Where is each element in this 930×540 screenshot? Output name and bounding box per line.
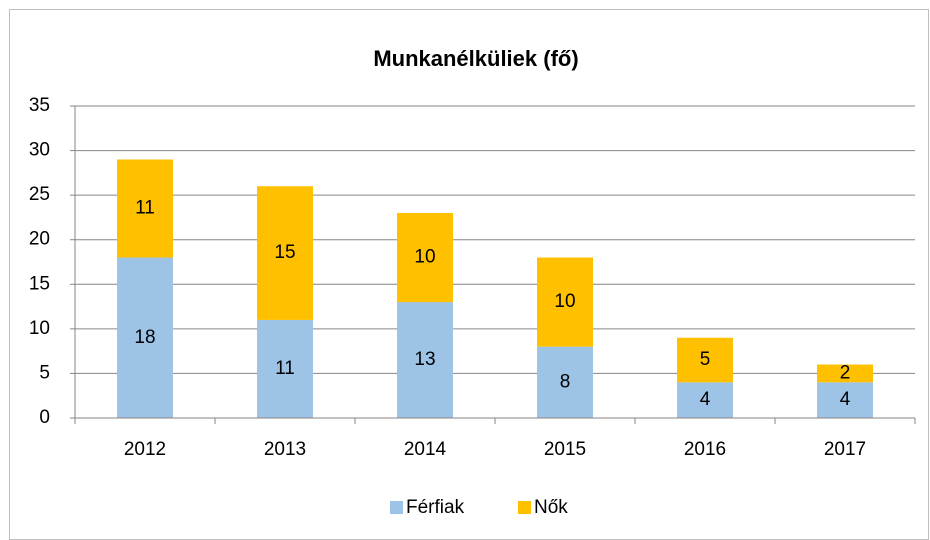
legend-swatch bbox=[390, 501, 403, 514]
y-tick-label: 15 bbox=[29, 273, 50, 294]
data-label: 11 bbox=[275, 358, 295, 379]
x-tick-label: 2015 bbox=[544, 439, 586, 460]
y-tick-label: 35 bbox=[29, 95, 50, 116]
legend-swatch bbox=[518, 501, 531, 514]
data-label: 13 bbox=[414, 349, 435, 370]
x-tick-label: 2014 bbox=[404, 439, 447, 460]
bar-segment bbox=[537, 346, 593, 418]
data-label: 10 bbox=[554, 291, 575, 312]
bar-segment bbox=[817, 382, 873, 418]
data-label: 11 bbox=[135, 198, 155, 219]
data-label: 4 bbox=[840, 389, 851, 410]
data-label: 5 bbox=[700, 349, 711, 370]
bar-segment bbox=[117, 159, 173, 258]
bar-segment bbox=[397, 302, 453, 418]
data-label: 15 bbox=[274, 242, 295, 263]
y-tick-label: 5 bbox=[39, 362, 50, 383]
x-tick-label: 2016 bbox=[684, 439, 726, 460]
data-label: 2 bbox=[840, 362, 851, 383]
data-label: 18 bbox=[134, 327, 155, 348]
bar-segment bbox=[817, 364, 873, 383]
y-tick-label: 30 bbox=[29, 140, 50, 161]
bar-segment bbox=[677, 382, 733, 418]
x-tick-label: 2012 bbox=[124, 439, 166, 460]
y-tick-label: 0 bbox=[39, 407, 50, 428]
legend-label: Nők bbox=[534, 497, 568, 518]
data-label: 4 bbox=[700, 389, 711, 410]
y-tick-label: 20 bbox=[29, 229, 50, 250]
data-label: 8 bbox=[560, 371, 571, 392]
x-tick-label: 2017 bbox=[824, 439, 866, 460]
x-tick-label: 2013 bbox=[264, 439, 306, 460]
bar-segment bbox=[397, 212, 453, 303]
y-tick-label: 25 bbox=[29, 184, 50, 205]
bar-segment bbox=[117, 257, 173, 418]
bar-segment bbox=[537, 257, 593, 347]
y-tick-label: 10 bbox=[29, 318, 50, 339]
legend-label: Férfiak bbox=[406, 497, 465, 518]
bar-segment bbox=[257, 319, 313, 418]
bar-segment bbox=[257, 186, 313, 320]
chart-title: Munkanélküliek (fő) bbox=[373, 46, 578, 71]
data-label: 10 bbox=[414, 247, 435, 268]
bar-segment bbox=[677, 337, 733, 383]
